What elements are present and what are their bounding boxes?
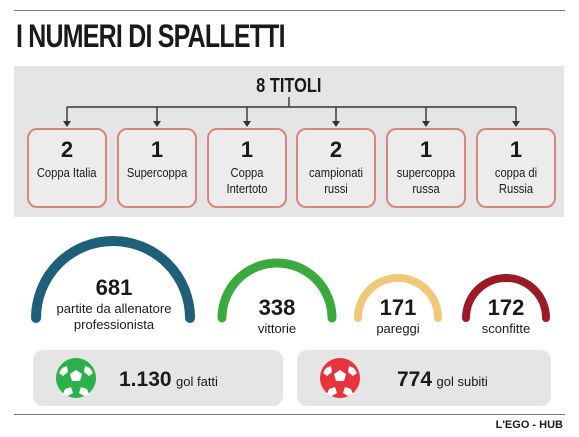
soccer-ball-green-icon	[56, 358, 96, 398]
title-box-supercoppa: 1 Supercoppa	[117, 128, 197, 208]
title-count: 2	[60, 137, 74, 162]
draws-label: pareggi	[376, 321, 420, 336]
page-title: I NUMERI DI SPALLETTI	[16, 18, 286, 54]
draws-gauge-arc	[354, 274, 442, 322]
title-count: 1	[419, 137, 433, 162]
title-box-coppa-intertoto: 1 Coppa Intertoto	[207, 128, 287, 208]
top-rule	[14, 10, 565, 11]
title-count: 2	[329, 137, 343, 162]
goals-scored-box: 1.130 gol fatti	[33, 350, 283, 406]
source-credit: L'EGO - HUB	[495, 419, 563, 431]
title-label: supercoppa russa	[396, 165, 456, 196]
matches-gauge-arc	[31, 236, 195, 323]
titles-heading: 8 TITOLI	[256, 75, 322, 97]
matches-label: partite da allenatore professionista	[56, 301, 172, 332]
title-count: 1	[240, 137, 254, 162]
title-label: Supercoppa	[126, 165, 188, 180]
wins-stat: 338 vittorie	[217, 295, 337, 337]
goals-conceded-label: gol subiti	[436, 374, 488, 389]
goals-scored-text: 1.130 gol fatti	[119, 368, 218, 392]
wins-label: vittorie	[257, 321, 297, 336]
draws-value: 171	[379, 295, 417, 320]
title-count: 1	[150, 137, 164, 162]
soccer-ball-red-icon	[320, 358, 360, 398]
titles-panel: 8 TITOLI 2 Coppa Italia 1 Supercoppa 1	[14, 66, 564, 217]
title-box-coppa-di-russia: 1 coppa di Russia	[476, 128, 556, 208]
draws-stat: 171 pareggi	[353, 295, 443, 337]
bottom-rule	[14, 414, 565, 415]
goals-conceded-box: 774 gol subiti	[297, 350, 551, 406]
losses-value: 172	[487, 295, 525, 320]
matches-stat: 681 partite da allenatore professionista	[36, 275, 192, 333]
goals-scored-value: 1.130	[119, 368, 172, 391]
title-label: Coppa Italia	[37, 165, 97, 180]
losses-stat: 172 sconfitte	[461, 295, 551, 337]
losses-gauge-arc	[462, 274, 550, 322]
title-label: Coppa Intertoto	[226, 165, 268, 196]
goals-conceded-value: 774	[397, 368, 433, 391]
wins-value: 338	[258, 295, 296, 320]
title-count: 1	[509, 137, 523, 162]
title-label: coppa di Russia	[494, 165, 538, 196]
title-box-campionati-russi: 2 campionati russi	[296, 128, 376, 208]
title-label: campionati russi	[308, 165, 364, 196]
titles-tree-connector	[63, 97, 520, 127]
title-box-coppa-italia: 2 Coppa Italia	[27, 128, 107, 208]
matches-value: 681	[95, 275, 133, 300]
goals-conceded-text: 774 gol subiti	[397, 368, 488, 392]
wins-gauge-arc	[217, 258, 337, 323]
losses-label: sconfitte	[481, 321, 531, 336]
title-box-supercoppa-russa: 1 supercoppa russa	[386, 128, 466, 208]
goals-scored-label: gol fatti	[176, 374, 218, 389]
